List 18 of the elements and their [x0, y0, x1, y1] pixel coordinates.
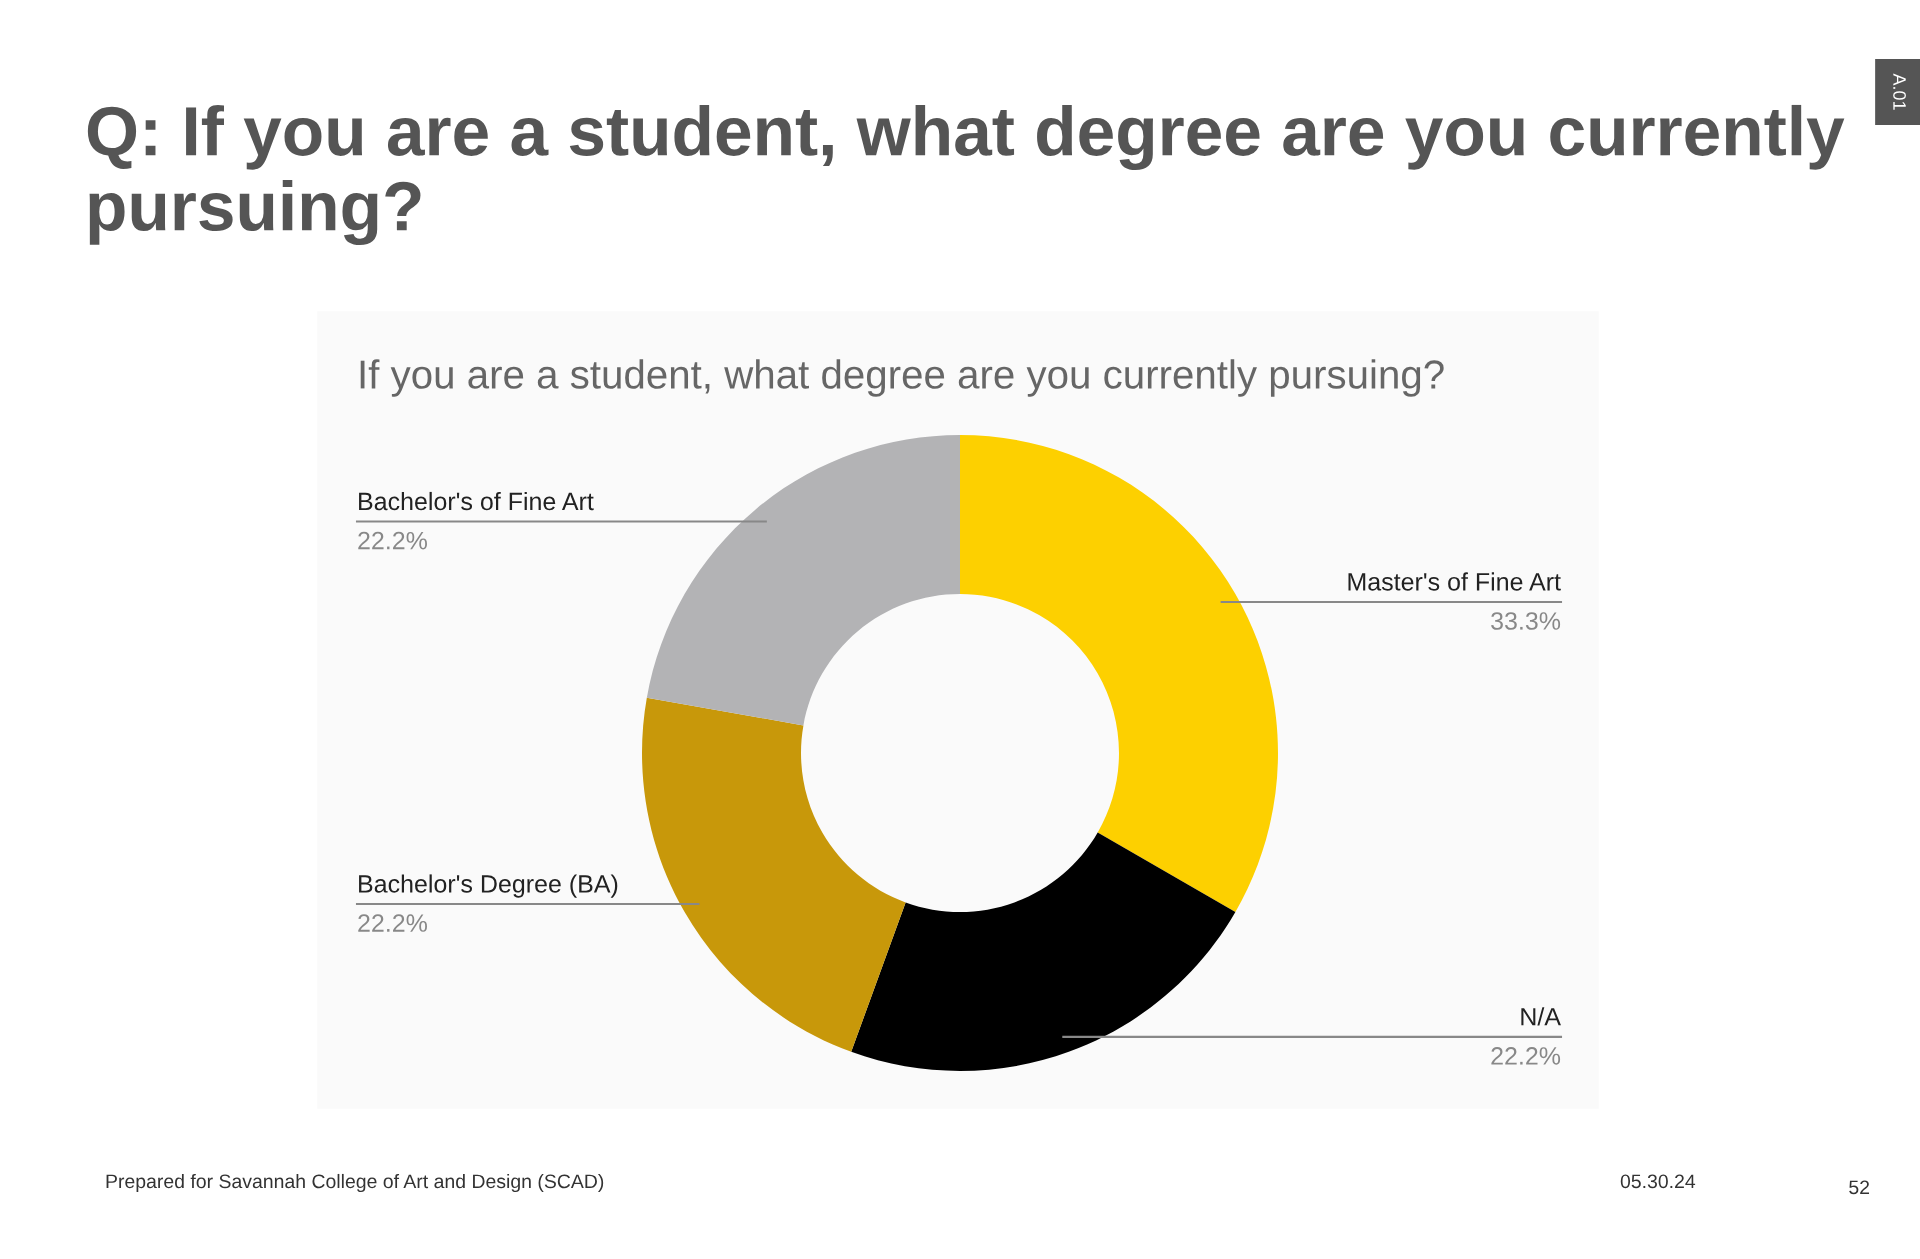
text: 52	[1849, 1180, 1870, 1195]
donut-slice	[646, 435, 960, 726]
donut-slice	[642, 697, 906, 1052]
donut-slice	[960, 435, 1278, 912]
chart-subtitle: If you are a student, what degree are you currently pursuing?	[360, 359, 1444, 397]
slice-label: Bachelor's of Fine Art	[359, 491, 594, 511]
text: A.01	[1893, 73, 1906, 110]
data-label: 33.3%	[1491, 612, 1561, 630]
slice-label: Master's of Fine Art	[1348, 572, 1561, 591]
text: Prepared for Savannah College of Art and Design (SCAD)	[106, 1173, 604, 1193]
text: 05.30.24	[1620, 1174, 1696, 1189]
data-label: 22.2%	[358, 914, 427, 932]
donut-slice	[851, 832, 1236, 1071]
slice-label: N/A	[1521, 1007, 1561, 1026]
slice-label: Bachelor's Degree (BA)	[359, 874, 618, 898]
data-label: 22.2%	[1491, 1047, 1561, 1065]
data-label: 22.2%	[358, 531, 427, 550]
chart-title: Q: If you are a student, what degree are you currently pursuing?	[87, 104, 1845, 246]
